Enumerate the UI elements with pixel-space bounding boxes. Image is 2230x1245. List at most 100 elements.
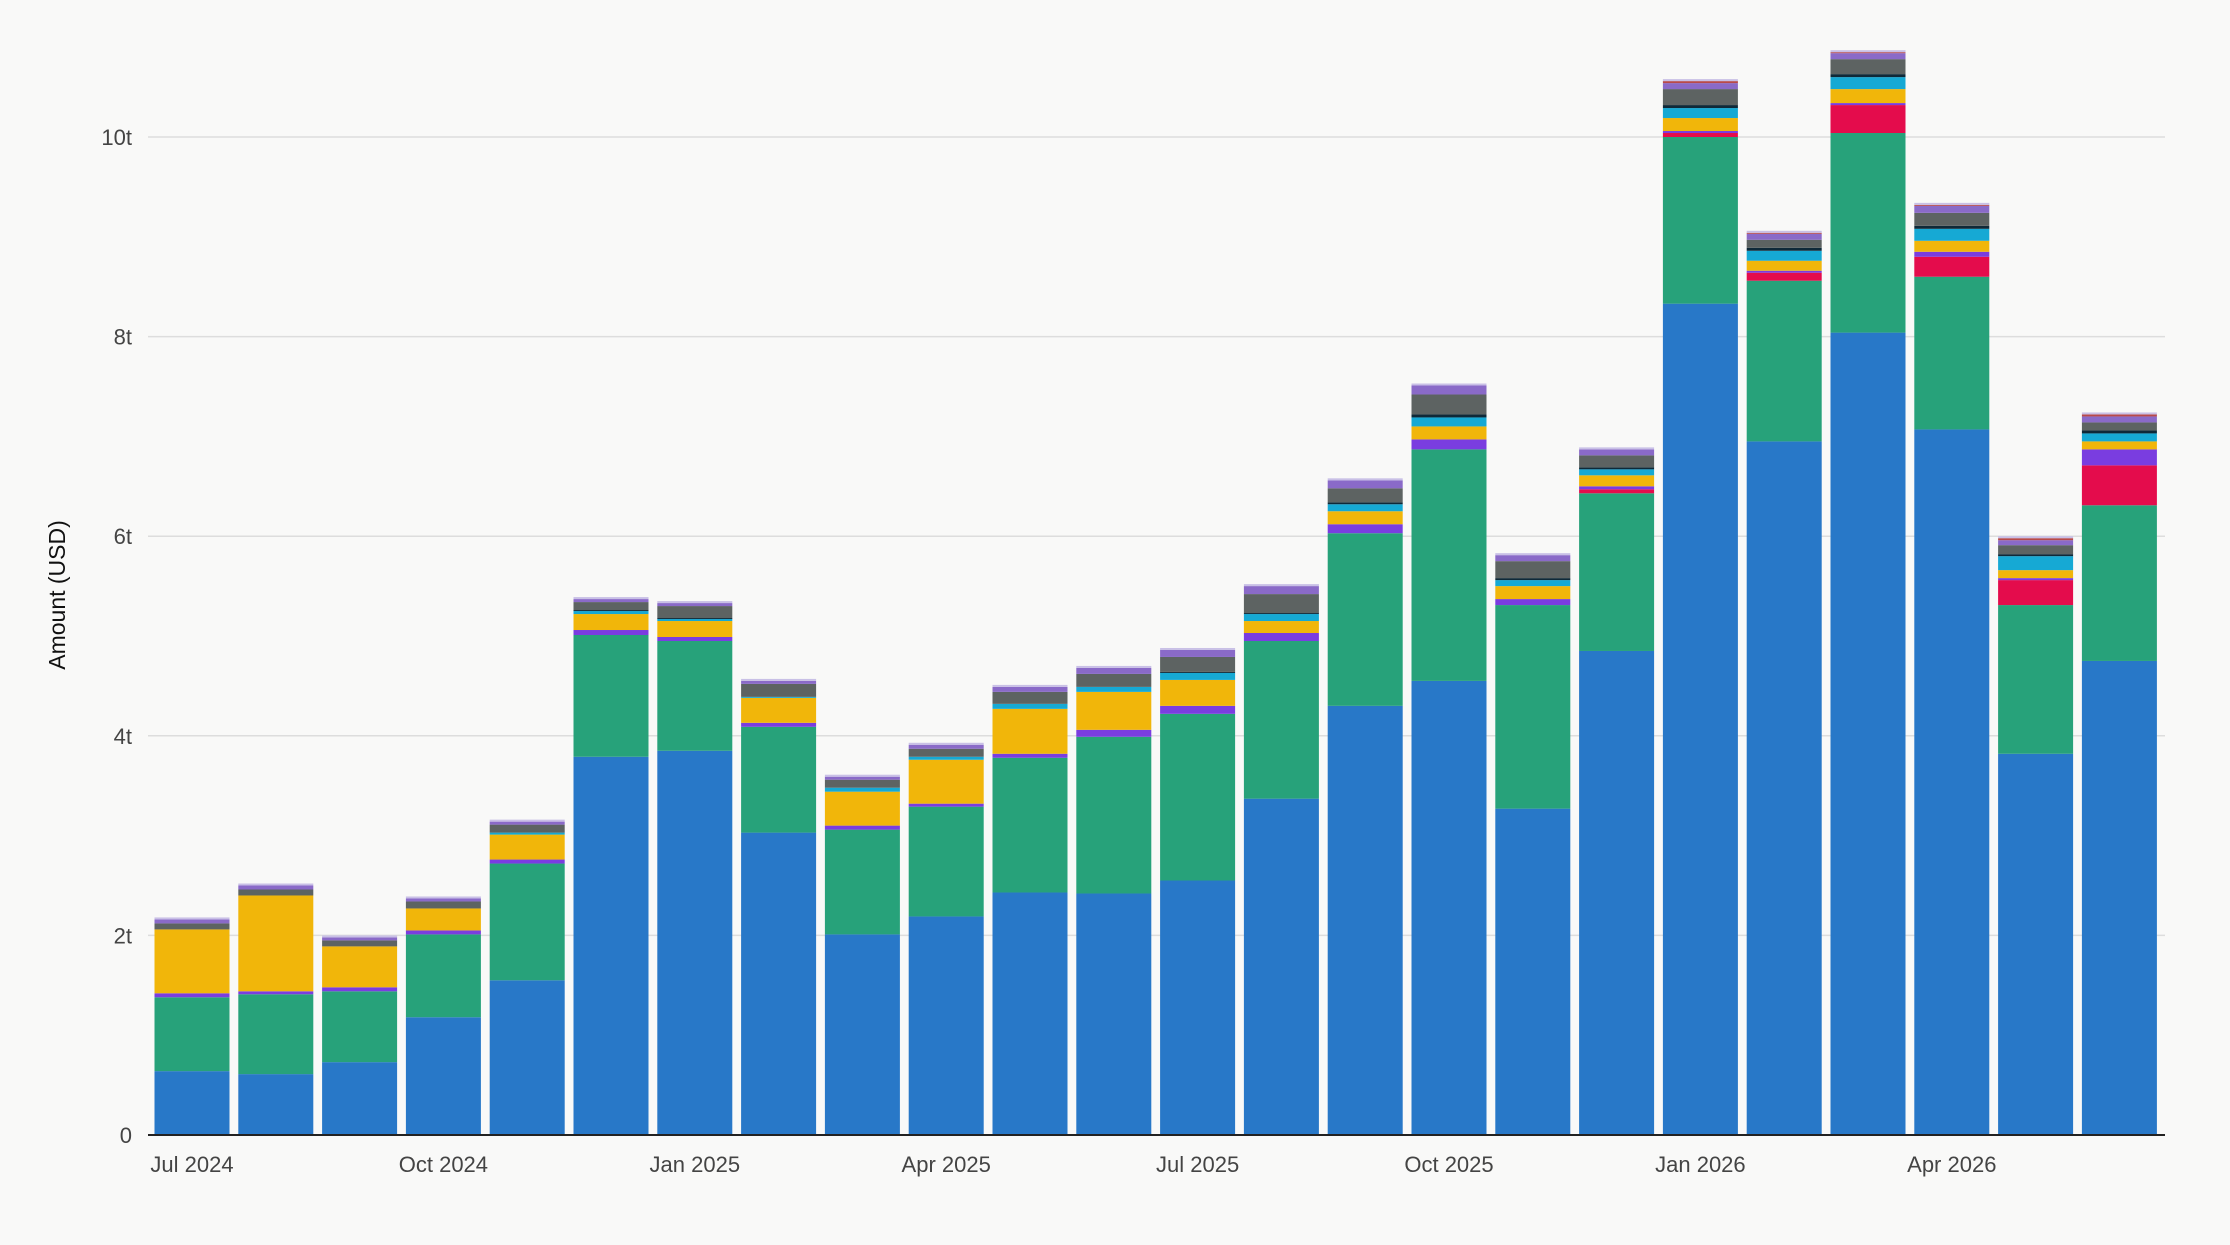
y-tick-label: 6t: [114, 524, 132, 549]
bar-segment: [154, 1071, 230, 1135]
bar-segment: [573, 635, 649, 757]
bar-stack: [1160, 647, 1236, 1135]
bar-cap: [1579, 447, 1655, 450]
bar-stack: [1495, 553, 1571, 1135]
bar-segment: [1160, 671, 1236, 673]
bar-stack: [573, 597, 649, 1135]
bar-segment: [2081, 660, 2157, 1135]
bar-segment: [1495, 605, 1571, 809]
bar-stack: [1411, 383, 1487, 1135]
bar-segment: [1579, 486, 1655, 490]
bar-segment: [1830, 77, 1906, 90]
bar-stack: [238, 883, 314, 1135]
bar-segment: [1914, 240, 1990, 252]
bar-segment: [405, 901, 481, 909]
bar-segment: [573, 611, 649, 615]
bar-segment: [1746, 441, 1822, 1135]
bar-segment: [573, 630, 649, 636]
bar-segment: [2081, 422, 2157, 431]
bar-segment: [1076, 673, 1152, 687]
bar-segment: [489, 832, 565, 835]
bar-segment: [1914, 205, 1990, 213]
bar-cap: [1495, 553, 1571, 556]
bar-segment: [1662, 108, 1738, 119]
bar-segment: [1662, 133, 1738, 137]
bar-segment: [1998, 540, 2074, 546]
bar-segment: [2081, 416, 2157, 423]
bar-cap: [405, 896, 481, 899]
bar-segment: [154, 923, 230, 930]
bar-segment: [322, 946, 398, 988]
bar-segment: [1830, 103, 1906, 106]
bar-segment: [1998, 753, 2074, 1135]
bar-segment: [908, 803, 984, 807]
bar-segment: [322, 1062, 398, 1135]
bar-segment: [824, 787, 900, 792]
bar-segment: [657, 603, 733, 607]
bar-segment: [1495, 555, 1571, 562]
bar-segment: [1830, 59, 1906, 75]
bar-segment: [2081, 441, 2157, 450]
bar-segment: [573, 614, 649, 631]
axes: 0 2t 4t 6t 8t 10t Jul 2024 Oct 2024 Jan 2025 Apr …: [101, 125, 2165, 1177]
bar-segment: [824, 791, 900, 826]
bar-segment: [1076, 691, 1152, 730]
bar-segment: [1411, 394, 1487, 415]
bar-segment: [489, 980, 565, 1135]
bar-segment: [1243, 614, 1319, 622]
bar-segment: [1327, 533, 1403, 706]
bars: [154, 50, 2157, 1135]
bar-segment: [1662, 131, 1738, 134]
bar-segment: [1579, 455, 1655, 468]
bar-stack: [489, 819, 565, 1135]
bar-segment: [1243, 798, 1319, 1135]
bar-segment: [1243, 594, 1319, 614]
bar-segment: [1411, 426, 1487, 440]
x-tick-label: Oct 2025: [1404, 1152, 1493, 1177]
bar-segment: [322, 940, 398, 947]
bar-cap: [824, 774, 900, 777]
bar-segment: [1076, 686, 1152, 692]
bar-segment: [1076, 736, 1152, 894]
y-tick-label: 2t: [114, 923, 132, 948]
y-tick-label: 8t: [114, 325, 132, 350]
bar-segment: [1914, 228, 1990, 241]
bar-stack: [824, 774, 900, 1135]
bar-segment: [1914, 251, 1990, 257]
bar-cap: [1662, 79, 1738, 82]
x-tick-label: Jan 2025: [650, 1152, 741, 1177]
bar-segment: [154, 919, 230, 924]
bar-segment: [908, 806, 984, 917]
bar-segment: [1579, 475, 1655, 487]
bar-cap: [1830, 50, 1906, 53]
x-tick-label: Jan 2026: [1655, 1152, 1746, 1177]
bar-segment: [908, 748, 984, 757]
bar-segment: [573, 602, 649, 611]
bar-segment: [238, 889, 314, 896]
bar-segment: [405, 934, 481, 1018]
bar-segment: [1495, 578, 1571, 581]
bar-segment: [1746, 239, 1822, 248]
bar-cap: [322, 935, 398, 938]
bar-segment: [1327, 488, 1403, 503]
bar-segment: [1160, 672, 1236, 680]
bar-segment: [238, 1074, 314, 1135]
bar-segment: [573, 599, 649, 603]
x-tick-label: Jul 2025: [1156, 1152, 1239, 1177]
bar-segment: [992, 708, 1068, 754]
bar-cap: [908, 742, 984, 745]
bar-segment: [1495, 580, 1571, 587]
bar-segment: [1830, 74, 1906, 78]
bar-segment: [489, 834, 565, 860]
bar-segment: [1327, 705, 1403, 1135]
bar-segment: [992, 703, 1068, 709]
bar-segment: [1160, 679, 1236, 706]
bar-cap: [154, 917, 230, 920]
bar-segment: [741, 722, 817, 727]
bar-segment: [824, 829, 900, 935]
bar-segment: [1327, 480, 1403, 489]
bar-segment: [1411, 417, 1487, 427]
bar-segment: [908, 744, 984, 749]
bar-segment: [154, 993, 230, 998]
